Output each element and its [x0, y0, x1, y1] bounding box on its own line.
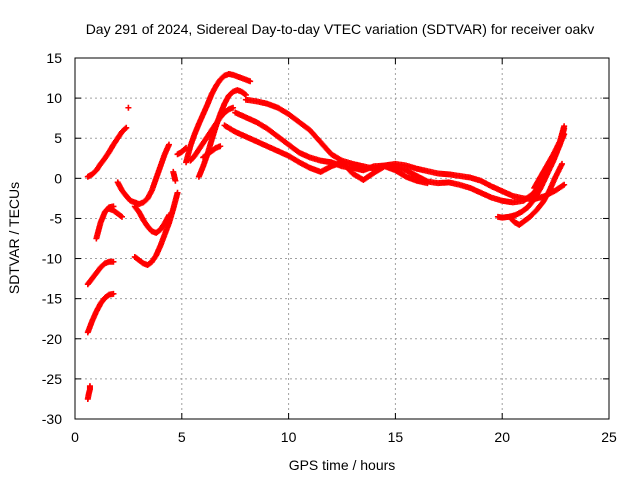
data-point [424, 180, 431, 187]
data-point [123, 124, 130, 131]
y-axis-label: SDTVAR / TECUs [6, 182, 22, 294]
plot-frame [74, 57, 610, 420]
x-axis-label: GPS time / hours [289, 457, 396, 473]
y-tick-label: 5 [54, 130, 62, 146]
y-tick-label: -20 [42, 331, 62, 347]
y-tick-label: -30 [42, 411, 62, 427]
data-point [174, 189, 181, 196]
x-tick-label: 0 [71, 429, 79, 445]
data-point [110, 290, 117, 297]
x-tick-label: 5 [178, 429, 186, 445]
data-point [117, 213, 124, 220]
data-point [165, 141, 172, 148]
y-tick-label: -10 [42, 251, 62, 267]
grid-lines [75, 58, 609, 419]
y-tick-label: -5 [50, 210, 63, 226]
chart-title: Day 291 of 2024, Sidereal Day-to-day VTE… [86, 21, 595, 37]
x-tick-label: 20 [494, 429, 510, 445]
x-tick-label: 25 [601, 429, 617, 445]
data-point [561, 123, 568, 130]
data-point [122, 125, 129, 132]
data-point [247, 78, 254, 85]
data-point [559, 160, 566, 167]
data-point [125, 104, 132, 111]
y-tick-label: 0 [54, 170, 62, 186]
data-point [230, 104, 237, 111]
data-point [86, 383, 93, 390]
data-point [241, 91, 248, 98]
data-point [217, 143, 224, 150]
y-tick-label: 10 [46, 90, 62, 106]
y-tick-label: 15 [46, 50, 62, 66]
y-tick-label: -15 [42, 291, 62, 307]
x-tick-label: 10 [281, 429, 297, 445]
data-point [118, 213, 125, 220]
x-tick-label: 15 [388, 429, 404, 445]
data-points [84, 71, 568, 402]
y-tick-label: -25 [42, 371, 62, 387]
data-point [561, 181, 568, 188]
data-point [110, 258, 117, 265]
data-point [172, 177, 179, 184]
y-axis-ticks: -30 -25 -20 -15 -10 -5 0 5 10 15 [42, 50, 609, 427]
x-axis-ticks: 0 5 10 15 20 25 [71, 58, 617, 445]
